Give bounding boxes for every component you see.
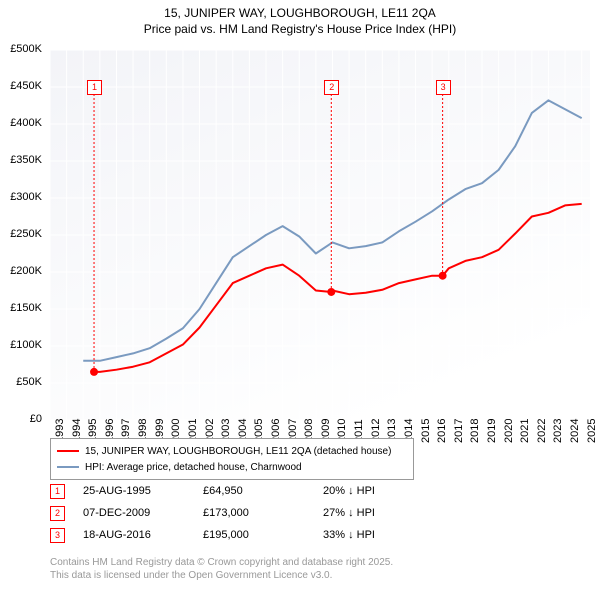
plot-svg — [50, 50, 590, 420]
sale-row: 2 07-DEC-2009£173,00027% ↓ HPI — [50, 502, 443, 524]
sale-index: 3 — [50, 528, 65, 543]
x-tick-label: 2019 — [486, 419, 498, 443]
plot-area: £0£50K£100K£150K£200K£250K£300K£350K£400… — [50, 50, 590, 420]
sale-date: 07-DEC-2009 — [83, 507, 203, 519]
sale-date: 25-AUG-1995 — [83, 485, 203, 497]
x-tick-label: 2025 — [586, 419, 598, 443]
sale-delta: 20% ↓ HPI — [323, 485, 443, 497]
sale-marker: 2 — [324, 80, 339, 95]
legend-label: 15, JUNIPER WAY, LOUGHBOROUGH, LE11 2QA … — [85, 446, 391, 457]
x-tick-label: 2016 — [436, 419, 448, 443]
chart-container: 15, JUNIPER WAY, LOUGHBOROUGH, LE11 2QA … — [0, 0, 600, 590]
x-tick-label: 2021 — [519, 419, 531, 443]
legend-label: HPI: Average price, detached house, Char… — [85, 462, 302, 473]
sale-date: 18-AUG-2016 — [83, 529, 203, 541]
x-tick-label: 2023 — [552, 419, 564, 443]
x-tick-label: 2017 — [453, 419, 465, 443]
sale-price: £195,000 — [203, 529, 323, 541]
y-tick-label: £450K — [0, 80, 42, 92]
legend-row: HPI: Average price, detached house, Char… — [57, 459, 407, 475]
x-tick-label: 2022 — [536, 419, 548, 443]
sale-marker: 1 — [87, 80, 102, 95]
attribution-footer: Contains HM Land Registry data © Crown c… — [50, 556, 393, 582]
sale-price: £64,950 — [203, 485, 323, 497]
y-tick-label: £200K — [0, 265, 42, 277]
sale-delta: 27% ↓ HPI — [323, 507, 443, 519]
y-tick-label: £500K — [0, 43, 42, 55]
x-tick-label: 2020 — [503, 419, 515, 443]
x-tick-label: 2018 — [469, 419, 481, 443]
legend-row: 15, JUNIPER WAY, LOUGHBOROUGH, LE11 2QA … — [57, 443, 407, 459]
sale-row: 1 25-AUG-1995£64,95020% ↓ HPI — [50, 480, 443, 502]
sale-marker: 3 — [436, 80, 451, 95]
y-tick-label: £400K — [0, 117, 42, 129]
legend-swatch — [57, 450, 79, 452]
sale-index: 1 — [50, 484, 65, 499]
x-tick-label: 2024 — [569, 419, 581, 443]
sale-index: 2 — [50, 506, 65, 521]
footer-line-1: Contains HM Land Registry data © Crown c… — [50, 556, 393, 569]
sale-row: 3 18-AUG-2016£195,00033% ↓ HPI — [50, 524, 443, 546]
legend: 15, JUNIPER WAY, LOUGHBOROUGH, LE11 2QA … — [50, 438, 414, 480]
legend-swatch — [57, 466, 79, 468]
y-tick-label: £250K — [0, 228, 42, 240]
title-block: 15, JUNIPER WAY, LOUGHBOROUGH, LE11 2QA … — [0, 0, 600, 36]
y-tick-label: £0 — [0, 413, 42, 425]
footer-line-2: This data is licensed under the Open Gov… — [50, 569, 393, 582]
y-tick-label: £100K — [0, 339, 42, 351]
x-tick-label: 2015 — [420, 419, 432, 443]
sale-delta: 33% ↓ HPI — [323, 529, 443, 541]
y-tick-label: £300K — [0, 191, 42, 203]
y-tick-label: £50K — [0, 376, 42, 388]
sales-table: 1 25-AUG-1995£64,95020% ↓ HPI 2 07-DEC-2009… — [50, 480, 443, 546]
y-tick-label: £350K — [0, 154, 42, 166]
sale-price: £173,000 — [203, 507, 323, 519]
chart-title: 15, JUNIPER WAY, LOUGHBOROUGH, LE11 2QA — [0, 6, 600, 20]
chart-subtitle: Price paid vs. HM Land Registry's House … — [0, 22, 600, 36]
y-tick-label: £150K — [0, 302, 42, 314]
